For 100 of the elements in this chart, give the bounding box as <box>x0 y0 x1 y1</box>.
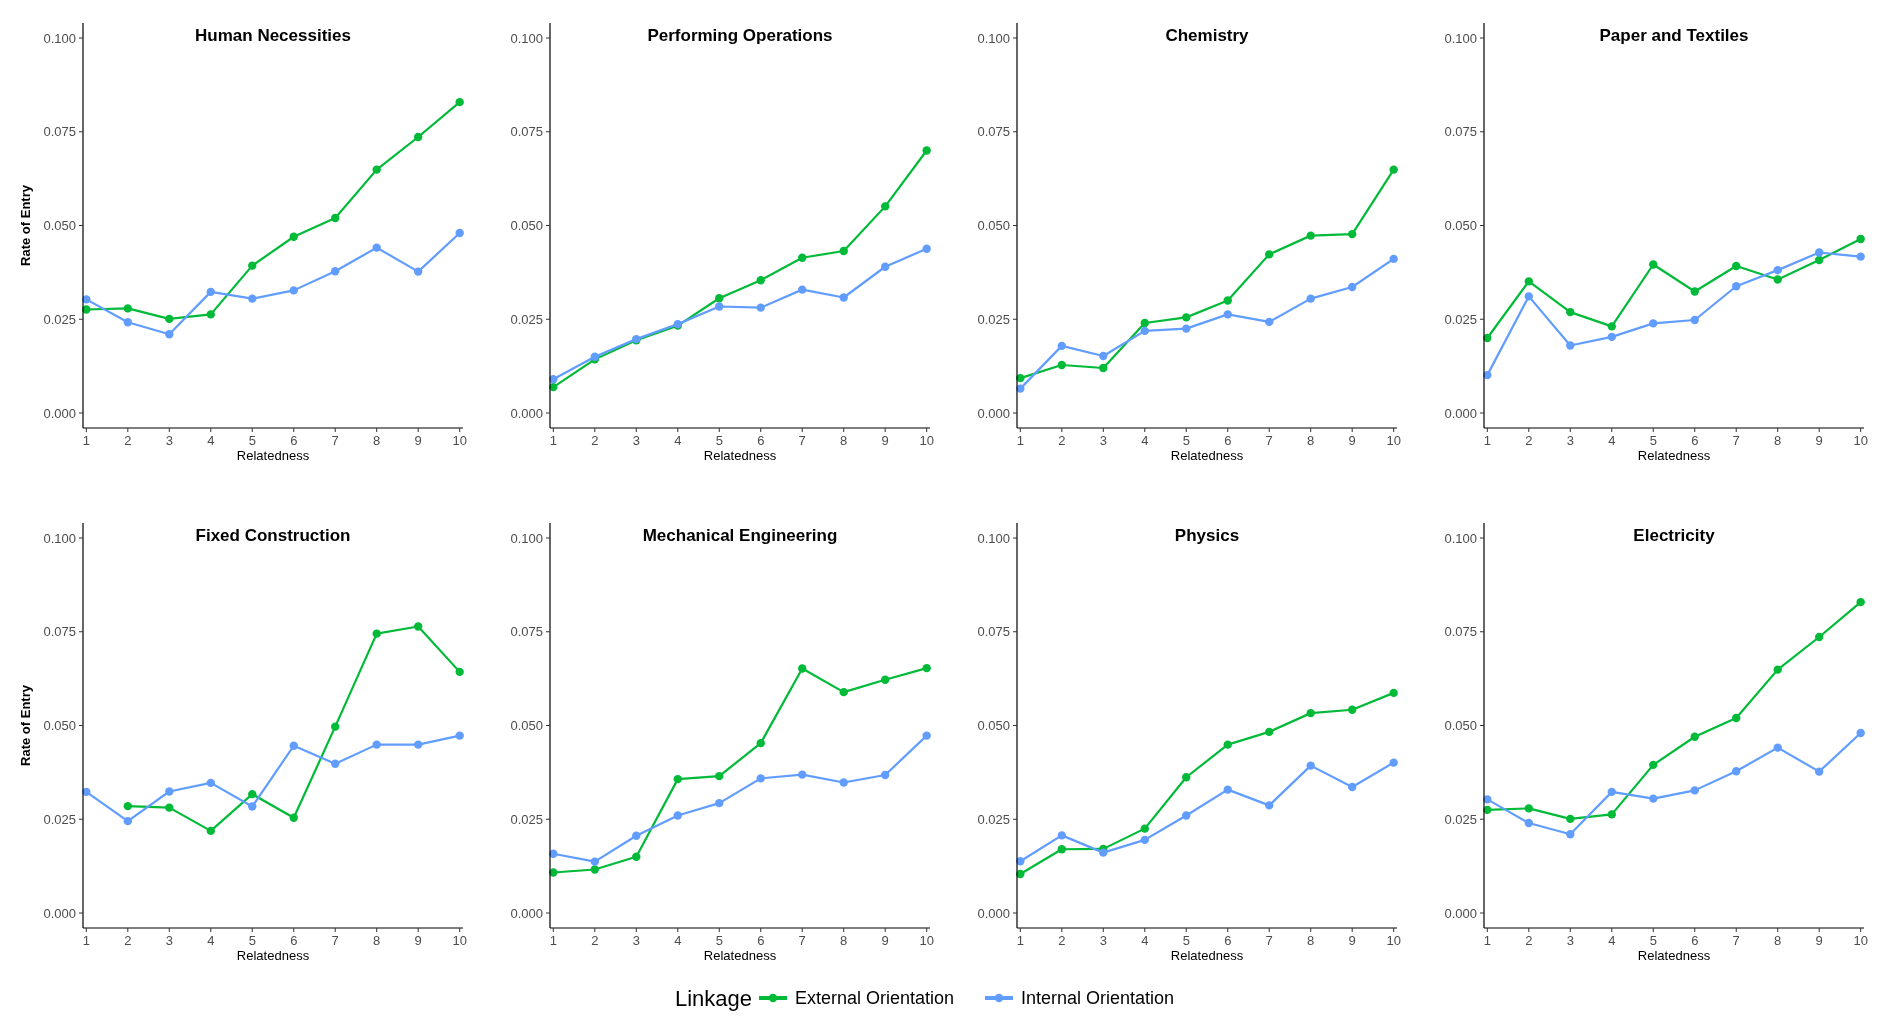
point <box>165 787 174 796</box>
point <box>1389 758 1398 767</box>
point <box>1566 814 1575 824</box>
point <box>289 813 298 822</box>
point <box>1566 307 1575 317</box>
legend-label: External Orientation <box>795 988 955 1009</box>
point <box>673 774 682 784</box>
point <box>1389 165 1398 174</box>
point <box>881 675 890 684</box>
x-tick-label: 10 <box>452 433 467 448</box>
y-tick-label: 0.025 <box>977 311 1010 327</box>
point <box>715 798 724 808</box>
x-tick-label: 4 <box>207 933 215 948</box>
point <box>1223 785 1232 794</box>
x-tick-label: 4 <box>674 933 682 948</box>
point <box>1099 848 1108 857</box>
point <box>1348 705 1357 714</box>
point <box>123 304 132 313</box>
point <box>123 801 132 811</box>
point <box>289 232 298 241</box>
point <box>1607 810 1616 819</box>
y-axis-title: Rate of Entry <box>18 684 33 766</box>
x-tick-label: 7 <box>1732 433 1740 448</box>
x-tick-label: 8 <box>373 933 381 948</box>
x-tick-label: 1 <box>549 933 557 948</box>
point <box>1099 363 1108 373</box>
point <box>455 667 464 677</box>
x-tick-label: 8 <box>1307 433 1315 448</box>
x-tick-label: 9 <box>1348 933 1356 948</box>
x-tick-label: 6 <box>290 933 298 948</box>
point <box>756 774 765 783</box>
point <box>1856 597 1865 607</box>
x-tick-label: 8 <box>840 433 848 448</box>
point <box>1524 804 1533 813</box>
x-tick-label: 4 <box>1141 433 1149 448</box>
y-tick-label: 0.025 <box>510 311 543 327</box>
x-tick-label: 3 <box>1099 433 1107 448</box>
point <box>1182 324 1191 333</box>
y-tick-label: 0.075 <box>510 124 543 140</box>
point <box>331 759 340 768</box>
point <box>248 294 257 303</box>
x-tick-label: 4 <box>1608 933 1616 948</box>
x-tick-label: 7 <box>331 433 339 448</box>
x-tick-label: 2 <box>124 933 132 948</box>
y-tick-label: 0.100 <box>1444 30 1477 46</box>
point <box>756 303 765 312</box>
x-tick-label: 6 <box>757 933 765 948</box>
point <box>590 857 599 866</box>
point <box>1524 818 1533 828</box>
point <box>1773 665 1782 674</box>
chart-title: Physics <box>1174 526 1240 545</box>
point <box>632 831 641 840</box>
point <box>1182 811 1191 820</box>
point <box>756 738 765 748</box>
point <box>455 731 464 740</box>
point <box>1265 801 1274 810</box>
x-tick-label: 7 <box>1265 933 1273 948</box>
y-tick-label: 0.050 <box>43 218 76 234</box>
point <box>165 330 174 339</box>
x-tick-label: 9 <box>1815 933 1823 948</box>
x-tick-label: 3 <box>632 933 640 948</box>
x-axis-title: Relatedness <box>1637 448 1711 463</box>
point <box>881 770 890 780</box>
point <box>414 740 423 749</box>
point <box>1607 787 1616 797</box>
point <box>1306 294 1315 303</box>
point <box>590 865 599 874</box>
point <box>165 314 174 324</box>
legend-title: Linkage <box>675 985 753 1011</box>
point <box>839 687 848 697</box>
point <box>922 731 931 740</box>
point <box>1690 287 1699 296</box>
x-tick-label: 7 <box>1732 933 1740 948</box>
x-tick-label: 6 <box>757 433 765 448</box>
x-tick-label: 7 <box>798 433 806 448</box>
point <box>1815 767 1824 776</box>
point <box>632 852 641 861</box>
point <box>1265 250 1274 259</box>
y-tick-label: 0.025 <box>43 311 76 327</box>
x-tick-label: 3 <box>1099 933 1107 948</box>
y-tick-label: 0.100 <box>510 30 543 46</box>
x-axis-title: Relatedness <box>703 948 777 963</box>
point <box>839 246 848 256</box>
x-tick-label: 1 <box>1016 933 1024 948</box>
x-tick-label: 7 <box>331 933 339 948</box>
point <box>1649 760 1658 770</box>
y-tick-label: 0.075 <box>1444 624 1477 640</box>
x-tick-label: 6 <box>1691 933 1699 948</box>
point <box>1732 282 1741 291</box>
y-tick-label: 0.075 <box>977 124 1010 140</box>
x-tick-label: 3 <box>632 433 640 448</box>
chart-title: Performing Operations <box>647 26 833 45</box>
x-tick-label: 6 <box>1224 933 1232 948</box>
point <box>1057 360 1066 370</box>
point <box>1773 275 1782 284</box>
x-tick-label: 6 <box>1224 433 1232 448</box>
y-tick-label: 0.075 <box>43 624 76 640</box>
point <box>1182 773 1191 782</box>
x-tick-label: 10 <box>1853 433 1868 448</box>
point <box>1265 317 1274 327</box>
